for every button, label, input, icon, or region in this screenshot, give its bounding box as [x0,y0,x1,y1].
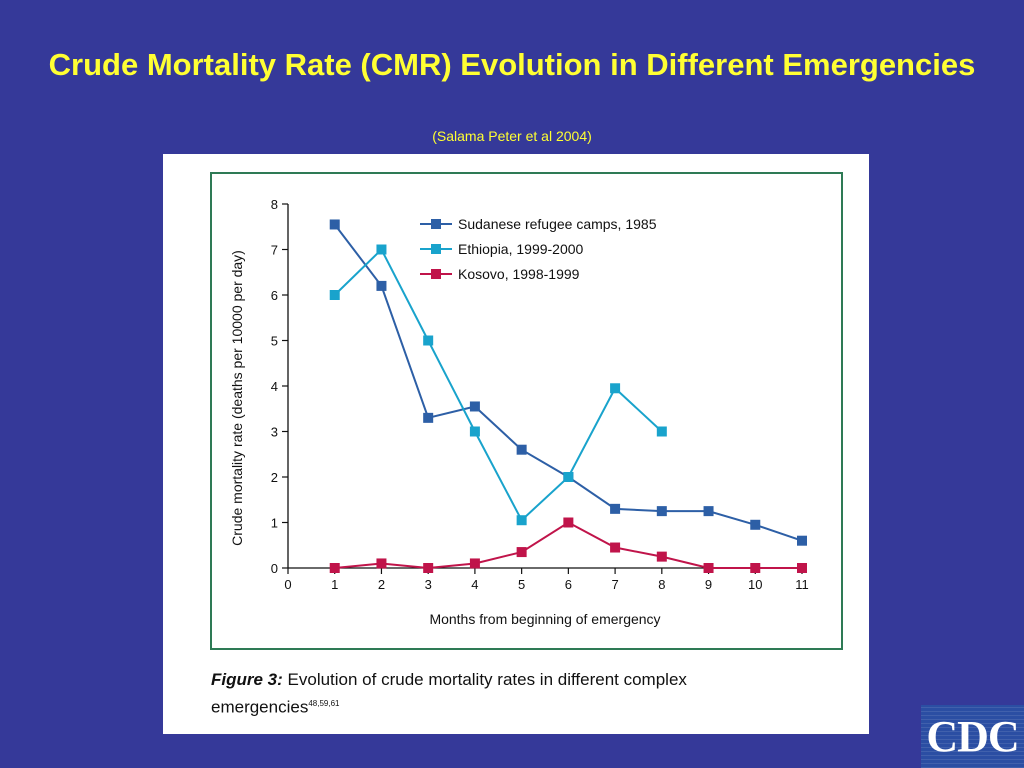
data-point-series-1 [329,290,340,300]
data-point-series-2 [423,563,434,573]
x-tick-label: 8 [658,577,665,592]
data-point-series-2 [610,542,621,553]
data-point-series-2 [797,563,807,573]
x-axis-label: Months from beginning of emergency [429,611,660,627]
data-point-series-2 [563,517,574,528]
data-point-series-0 [516,444,527,455]
line-chart: 0 1 2 3 4 5 6 7 8 0 1 2 3 4 5 6 7 8 9 10 11 Months from begin… [229,197,809,627]
data-point-series-1 [469,426,480,437]
x-tick-label: 0 [284,577,291,592]
legend-marker-0 [431,219,441,229]
data-point-series-1 [376,244,387,255]
series-line-1 [334,247,663,522]
data-point-series-0 [656,506,667,517]
slide-title: Crude Mortality Rate (CMR) Evolution in … [48,47,976,82]
data-point-series-1 [610,383,621,394]
cdc-logo: CDC [921,705,1024,768]
data-point-series-2 [750,563,761,573]
data-point-series-2 [516,547,527,558]
data-point-series-0 [797,535,807,546]
x-tick-label: 5 [518,577,525,592]
slide-subtitle: (Salama Peter et al 2004) [432,128,592,144]
y-tick-label: 0 [271,561,278,576]
caption-label: Figure 3: [211,670,283,689]
y-tick-label: 1 [271,516,278,531]
legend-marker-2 [431,269,441,279]
data-point-series-1 [423,335,434,346]
data-point-series-1 [516,515,527,526]
figure-panel: 0 1 2 3 4 5 6 7 8 0 1 2 3 4 5 6 7 8 9 10 11 Months from begin… [163,154,869,734]
series-line-2 [334,521,802,570]
legend-label-2: Kosovo, 1998-1999 [458,266,580,282]
data-point-series-2 [376,558,387,569]
x-tick-label: 10 [748,577,762,592]
x-tick-label: 11 [795,577,809,592]
data-point-series-0 [423,412,434,423]
data-point-series-0 [469,401,480,412]
caption-superscript: 48,59,61 [308,699,340,708]
data-point-series-1 [656,426,667,437]
legend-label-1: Ethiopia, 1999-2000 [458,241,584,257]
figure-caption: Figure 3: Evolution of crude mortality r… [211,668,811,720]
chart-frame: 0 1 2 3 4 5 6 7 8 0 1 2 3 4 5 6 7 8 9 10 11 Months from begin… [210,172,843,650]
data-point-series-0 [703,506,714,517]
caption-text: Evolution of crude mortality rates in di… [211,670,687,717]
x-tick-label: 6 [565,577,572,592]
data-point-series-0 [750,519,761,530]
data-point-series-2 [656,551,667,562]
x-tick-label: 1 [331,577,338,592]
legend-label-0: Sudanese refugee camps, 1985 [458,216,657,232]
data-point-series-2 [703,563,714,573]
x-tick-label: 2 [378,577,385,592]
x-tick-label: 9 [705,577,712,592]
y-tick-label: 8 [271,197,278,212]
y-axis-label: Crude mortality rate (deaths per 10000 p… [229,250,245,546]
data-point-series-1 [563,472,574,482]
x-tick-label: 4 [471,577,478,592]
x-tick-label: 7 [611,577,618,592]
data-point-series-2 [469,558,480,569]
data-point-series-2 [329,563,340,573]
y-tick-label: 3 [271,425,278,440]
data-point-series-0 [610,503,621,514]
y-tick-label: 7 [271,243,278,258]
legend-marker-1 [431,244,441,254]
data-point-series-0 [376,280,387,291]
x-tick-label: 3 [425,577,432,592]
data-point-series-0 [329,219,340,230]
y-tick-label: 6 [271,288,278,303]
y-tick-label: 5 [271,334,278,349]
y-tick-label: 4 [271,379,278,394]
y-tick-label: 2 [271,470,278,485]
